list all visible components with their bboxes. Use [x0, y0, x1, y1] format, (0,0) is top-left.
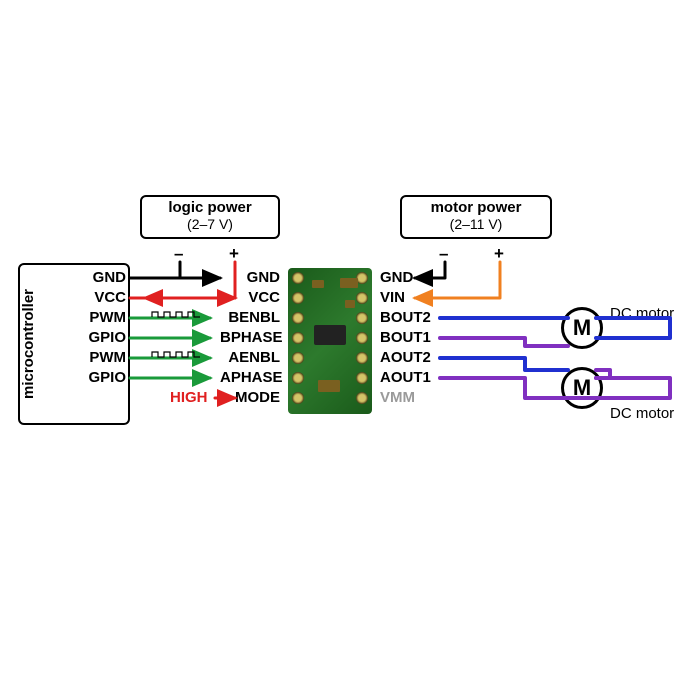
motor_power-sub: (2–11 V) [402, 216, 550, 232]
driver-left-mode: MODE [220, 389, 280, 406]
driver-right-bout1: BOUT1 [380, 329, 450, 346]
pcb-hole [292, 312, 304, 324]
pcb-hole [292, 392, 304, 404]
motor_power-pos: + [494, 244, 504, 264]
logic_power-neg: – [174, 244, 183, 264]
logic_power-title: logic power [142, 199, 278, 216]
driver-left-vcc: VCC [220, 289, 280, 306]
mcu-pin-pwm: PWM [48, 309, 126, 326]
driver-right-aout1: AOUT1 [380, 369, 450, 386]
pcb-hole [356, 392, 368, 404]
pcb-hole [292, 292, 304, 304]
motor-caption: DC motor [610, 305, 674, 322]
logic_power-pos: + [229, 244, 239, 264]
driver-right-vmm: VMM [380, 389, 450, 406]
high-label: HIGH [170, 389, 208, 406]
driver-right-bout2: BOUT2 [380, 309, 450, 326]
logic_power-box: logic power(2–7 V) [140, 195, 280, 239]
microcontroller-label: microcontroller [20, 289, 37, 399]
driver-right-vin: VIN [380, 289, 450, 306]
pcb-hole [356, 332, 368, 344]
pcb-component [340, 278, 358, 288]
mcu-pin-gnd: GND [48, 269, 126, 286]
motor_power-neg: – [439, 244, 448, 264]
pcb-hole [356, 352, 368, 364]
pcb-chip [314, 325, 346, 345]
motor-symbol: M [561, 307, 603, 349]
motor-caption: DC motor [610, 405, 674, 422]
logic_power-sub: (2–7 V) [142, 216, 278, 232]
pcb-component [318, 380, 340, 392]
driver-left-benbl: BENBL [220, 309, 280, 326]
driver-left-aphase: APHASE [220, 369, 280, 386]
pcb-component [312, 280, 324, 288]
pcb-hole [292, 372, 304, 384]
motor_power-box: motor power(2–11 V) [400, 195, 552, 239]
pcb-hole [356, 292, 368, 304]
driver-left-aenbl: AENBL [220, 349, 280, 366]
motor_power-title: motor power [402, 199, 550, 216]
driver-left-bphase: BPHASE [220, 329, 280, 346]
driver-left-gnd: GND [220, 269, 280, 286]
driver-right-gnd: GND [380, 269, 450, 286]
pcb-hole [292, 272, 304, 284]
mcu-pin-vcc: VCC [48, 289, 126, 306]
pcb-hole [292, 332, 304, 344]
mcu-pin-gpio: GPIO [48, 369, 126, 386]
pcb-component [345, 300, 355, 308]
mcu-pin-gpio: GPIO [48, 329, 126, 346]
mcu-pin-pwm: PWM [48, 349, 126, 366]
pcb-hole [356, 312, 368, 324]
driver-right-aout2: AOUT2 [380, 349, 450, 366]
pcb-hole [356, 372, 368, 384]
motor-symbol: M [561, 367, 603, 409]
pcb-hole [292, 352, 304, 364]
